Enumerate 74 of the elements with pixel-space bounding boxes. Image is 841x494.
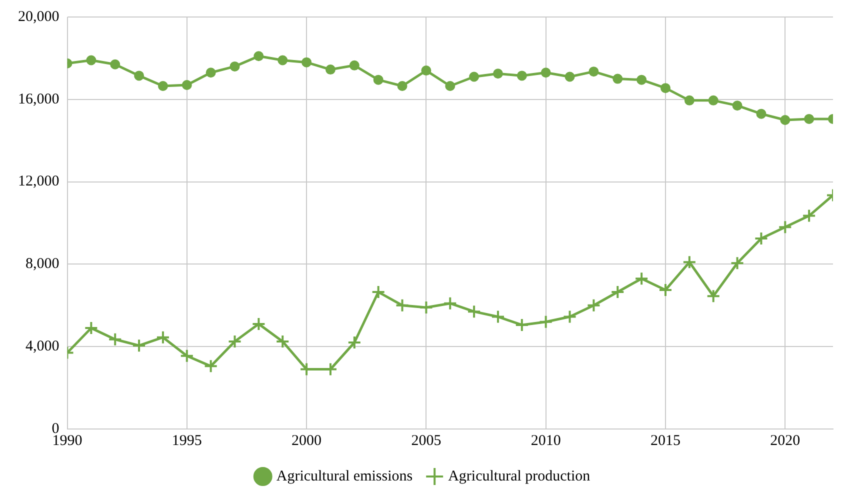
point — [132, 338, 146, 353]
point — [467, 304, 482, 319]
point — [395, 298, 410, 312]
point — [373, 74, 384, 85]
point — [86, 55, 96, 66]
point — [156, 330, 170, 344]
point — [658, 282, 672, 297]
point — [564, 72, 575, 82]
point — [780, 115, 790, 125]
point — [230, 61, 240, 72]
point — [134, 70, 144, 81]
point — [325, 64, 336, 75]
point — [732, 100, 742, 111]
legend-label: Agricultural production — [448, 468, 591, 484]
point — [730, 256, 744, 270]
point — [254, 51, 264, 62]
point — [469, 72, 480, 82]
point — [182, 80, 192, 90]
x-tick-label: 2015 — [650, 432, 680, 449]
point — [562, 310, 577, 324]
legend-label: Agricultural emissions — [276, 468, 413, 484]
point — [204, 359, 218, 374]
point — [397, 81, 408, 92]
point — [756, 108, 766, 119]
point — [636, 74, 647, 85]
x-tick-label: 2020 — [770, 432, 800, 449]
x-tick-label: 2010 — [530, 432, 561, 449]
point — [180, 348, 194, 363]
point — [349, 60, 360, 70]
point — [206, 68, 216, 78]
point — [804, 114, 814, 124]
point — [347, 335, 362, 350]
point — [586, 298, 601, 312]
y-tick-label: 4,000 — [26, 338, 60, 355]
point — [443, 296, 458, 310]
point — [802, 208, 816, 223]
point — [158, 81, 168, 92]
point — [492, 68, 503, 79]
point — [538, 314, 553, 329]
y-tick-label: 16,000 — [18, 91, 60, 108]
x-tick-label: 1990 — [52, 432, 82, 449]
point — [278, 55, 288, 66]
x-tick-label: 2005 — [411, 432, 442, 449]
point — [371, 285, 386, 300]
point — [108, 332, 122, 346]
point — [421, 66, 432, 76]
point — [708, 95, 718, 106]
point — [110, 59, 120, 70]
point — [634, 272, 649, 286]
point — [228, 334, 242, 348]
point — [588, 66, 599, 77]
point — [252, 316, 266, 331]
point — [516, 70, 527, 81]
x-tick-label: 1995 — [172, 432, 202, 449]
point — [684, 95, 694, 106]
point — [84, 321, 98, 336]
point — [445, 81, 456, 92]
point — [682, 255, 696, 270]
point — [610, 285, 625, 300]
point — [660, 83, 670, 94]
point — [612, 74, 623, 84]
point — [514, 318, 529, 332]
point — [778, 220, 792, 234]
point — [540, 68, 551, 78]
point — [754, 231, 768, 246]
point — [419, 300, 434, 314]
y-tick-label: 12,000 — [18, 174, 60, 190]
point — [490, 310, 505, 324]
point — [706, 289, 720, 304]
y-tick-label: 8,000 — [26, 256, 60, 272]
point — [302, 57, 312, 68]
x-tick-label: 2000 — [292, 432, 322, 449]
point — [276, 334, 290, 348]
y-tick-label: 20,000 — [18, 8, 60, 25]
